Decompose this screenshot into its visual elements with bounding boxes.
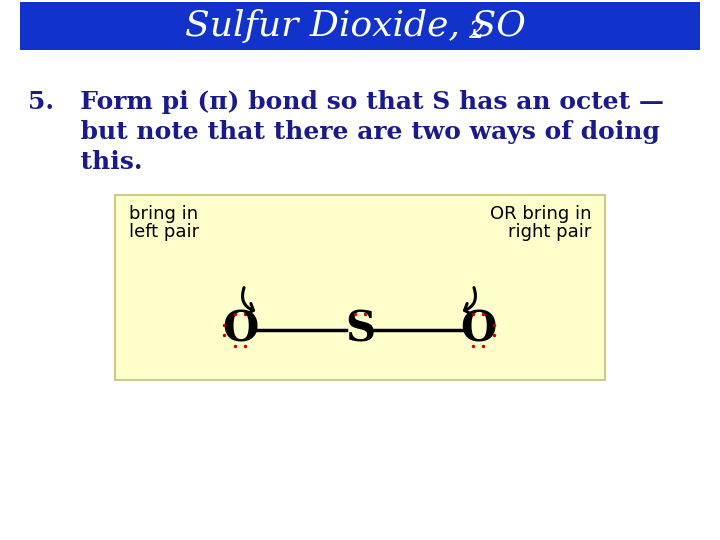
Text: O: O [222,309,258,351]
Text: 2: 2 [468,21,484,44]
Text: OR bring in: OR bring in [490,205,591,223]
Text: this.: this. [28,150,143,174]
Text: S: S [345,309,375,351]
Text: but note that there are two ways of doing: but note that there are two ways of doin… [28,120,660,144]
Text: O: O [460,309,496,351]
Text: 5.   Form pi (π) bond so that S has an octet —: 5. Form pi (π) bond so that S has an oct… [28,90,664,114]
Bar [115,195,605,380]
Text: right pair: right pair [508,223,591,241]
Bar [20,2,700,50]
Text: left pair: left pair [129,223,199,241]
Text: Sulfur Dioxide, SO: Sulfur Dioxide, SO [184,9,526,43]
Text: bring in: bring in [129,205,198,223]
